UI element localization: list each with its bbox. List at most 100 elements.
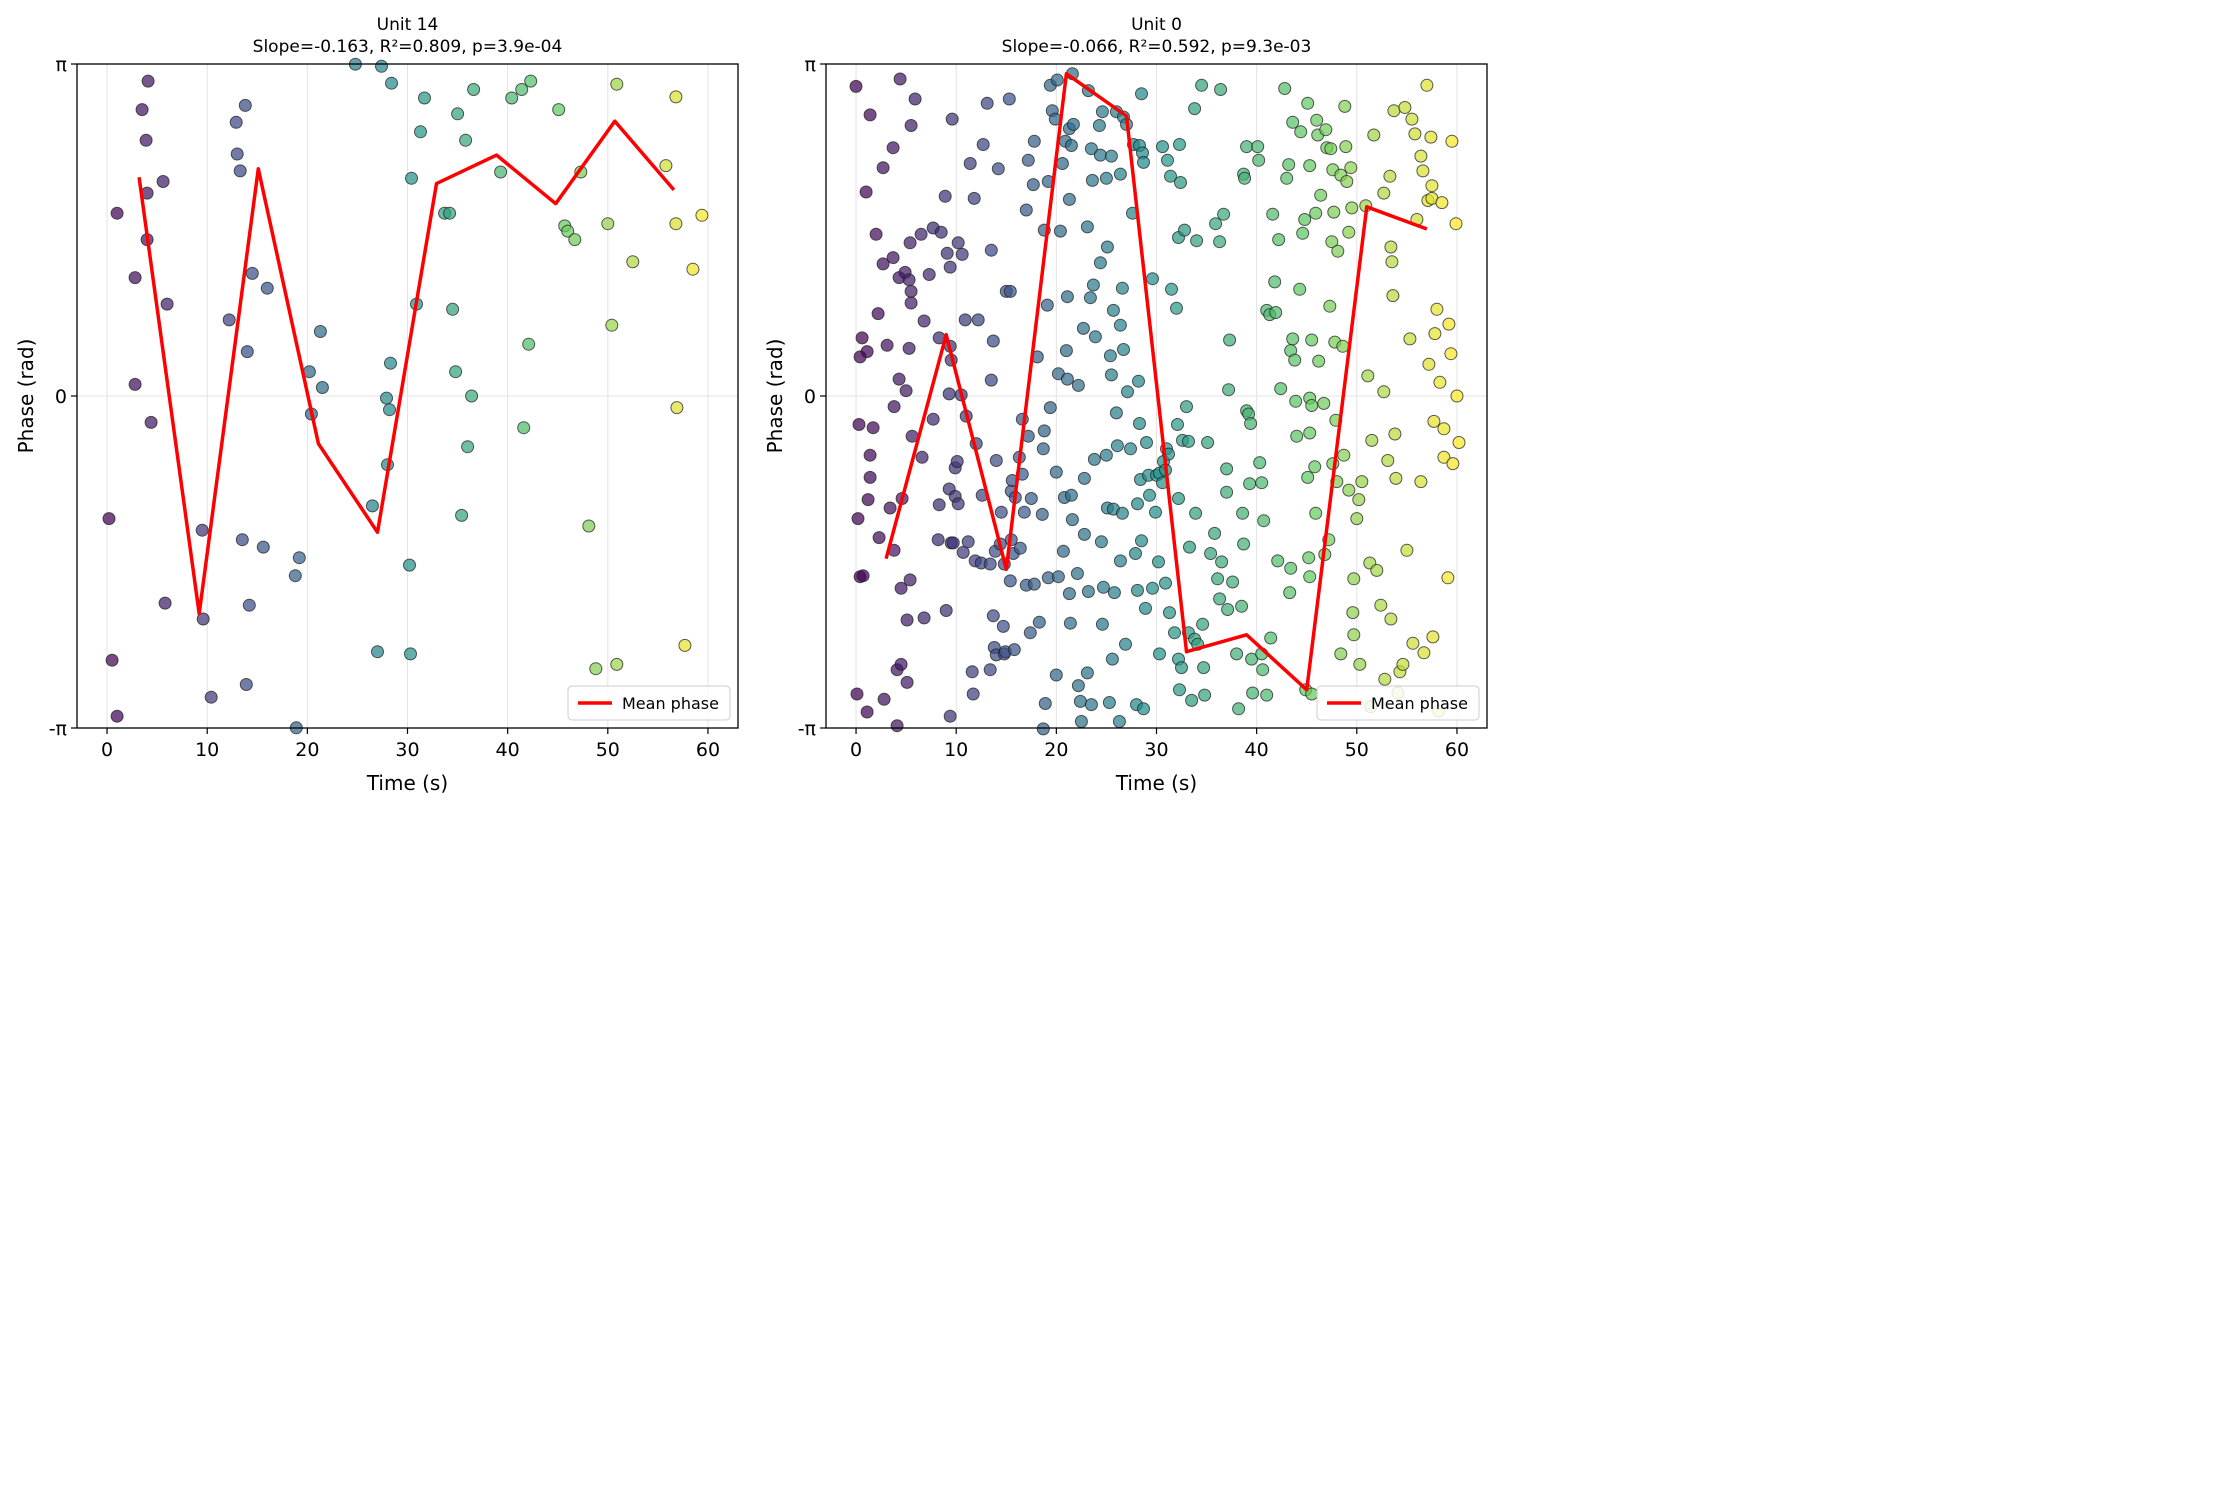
scatter-point: [900, 675, 914, 689]
scatter-point: [670, 401, 684, 415]
scatter-point: [951, 236, 965, 250]
y-tick-label: -π: [798, 718, 816, 740]
scatter-point: [515, 83, 529, 96]
scatter-point: [110, 206, 124, 220]
scatter-point: [931, 533, 945, 547]
scatter-point: [1066, 117, 1080, 131]
scatter-point: [1002, 92, 1016, 106]
scatter-point: [610, 657, 624, 671]
scatter-point: [1353, 657, 1367, 671]
scatter-point: [1286, 332, 1300, 346]
scatter-point: [1324, 142, 1338, 156]
scatter-point: [1331, 244, 1345, 258]
scatter-point: [240, 345, 254, 359]
scatter-point: [1104, 368, 1118, 382]
scatter-point: [1377, 186, 1391, 200]
scatter-point: [1112, 715, 1126, 728]
scatter-point: [951, 497, 965, 511]
scatter-point: [1284, 561, 1298, 575]
scatter-point: [403, 558, 416, 572]
scatter-point: [1339, 140, 1353, 154]
scatter-point: [522, 337, 536, 351]
scatter-point: [1288, 353, 1302, 367]
scatter-point: [887, 400, 901, 414]
scatter-point: [1137, 155, 1150, 169]
scatter-point: [1077, 471, 1091, 485]
scatter-point: [1301, 470, 1315, 484]
scatter-point: [876, 257, 890, 271]
scatter-point: [1124, 442, 1137, 456]
scatter-point: [1336, 339, 1350, 353]
scatter-point: [1426, 630, 1440, 644]
scatter-point: [160, 297, 174, 311]
scatter-point: [222, 313, 236, 327]
legend-label: Mean phase: [1371, 694, 1468, 713]
scatter-point: [1226, 575, 1240, 589]
scatter-point: [1059, 344, 1073, 358]
scatter-point: [1344, 161, 1358, 175]
scatter-point: [1060, 290, 1074, 304]
scatter-point: [1274, 382, 1288, 396]
scatter-point: [899, 384, 913, 398]
scatter-point: [195, 523, 209, 537]
scatter-point: [880, 338, 894, 352]
scatter-point: [1425, 179, 1439, 193]
scatter-point: [956, 545, 970, 559]
scatter-point: [1388, 427, 1402, 441]
scatter-point: [850, 687, 864, 701]
scatter-point: [1003, 284, 1017, 298]
scatter-point: [1347, 628, 1361, 642]
scatter-point: [1021, 153, 1035, 167]
scatter-point: [1450, 389, 1464, 403]
scatter-point: [1433, 375, 1447, 389]
scatter-point: [1196, 617, 1210, 631]
x-tick-label: 40: [496, 739, 520, 761]
scatter-point: [1383, 169, 1397, 183]
scatter-point: [855, 331, 869, 345]
scatter-point: [989, 454, 1003, 467]
legend-box: [567, 685, 731, 721]
scatter-point: [1346, 606, 1360, 620]
scatter-point: [1084, 142, 1098, 156]
scatter-series: [102, 57, 709, 735]
scatter-point: [1115, 281, 1129, 295]
scatter-point: [984, 373, 998, 387]
scatter-point: [1294, 125, 1308, 139]
scatter-point: [1405, 112, 1419, 126]
scatter-point: [1342, 483, 1356, 497]
scatter-point: [915, 450, 929, 464]
scatter-point: [1374, 598, 1388, 612]
scatter-point: [860, 345, 874, 359]
scatter-point: [1113, 554, 1127, 568]
scatter-point: [239, 678, 253, 691]
y-tick-label: 0: [804, 386, 816, 408]
scatter-point: [144, 415, 158, 429]
scatter-point: [1420, 78, 1434, 92]
scatter-point: [1243, 477, 1257, 491]
x-tick-label: 50: [1345, 739, 1369, 761]
scatter-point: [961, 535, 975, 549]
scatter-point: [1113, 318, 1127, 332]
scatter-point: [1319, 123, 1333, 137]
scatter-point: [494, 165, 508, 179]
scatter-point: [1220, 462, 1234, 476]
scatter-point: [932, 498, 946, 512]
scatter-point: [996, 619, 1010, 633]
scatter-point: [966, 687, 980, 701]
scatter-point: [385, 76, 398, 90]
scatter-point: [1106, 303, 1120, 317]
scatter-point: [601, 217, 615, 231]
scatter-point: [894, 581, 908, 595]
scatter-point: [1185, 693, 1199, 707]
scatter-point: [1278, 82, 1292, 95]
scatter-point: [1428, 327, 1442, 341]
scatter-point: [552, 103, 566, 117]
scatter-point: [926, 412, 940, 426]
scatter-point: [1100, 240, 1114, 254]
scatter-point: [1217, 207, 1231, 221]
scatter-point: [204, 690, 218, 704]
scatter-point: [1183, 540, 1196, 554]
scatter-point: [902, 341, 916, 355]
scatter-point: [1430, 302, 1444, 316]
